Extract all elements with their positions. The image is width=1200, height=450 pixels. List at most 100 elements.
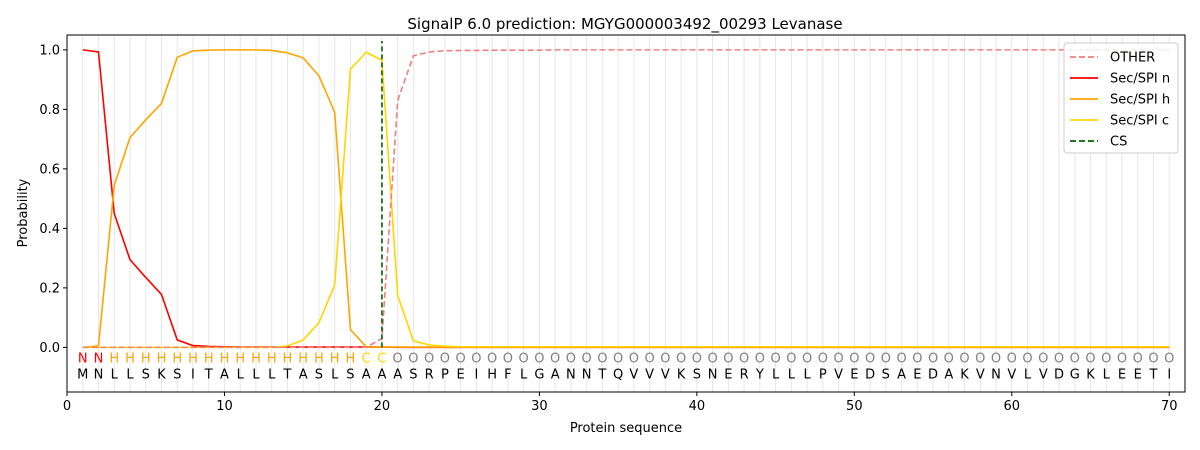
residue-label: T — [597, 368, 606, 383]
residue-label: S — [346, 368, 354, 383]
residue-label: L — [1103, 368, 1111, 383]
region-label: O — [802, 351, 812, 366]
y-axis-label: Probability — [16, 178, 31, 247]
residue-label: L — [331, 368, 339, 383]
region-label: C — [377, 351, 386, 366]
region-label: O — [1022, 351, 1032, 366]
region-label: O — [786, 351, 796, 366]
region-label: O — [503, 351, 513, 366]
region-label: C — [362, 351, 371, 366]
region-label: O — [597, 351, 607, 366]
residue-label: I — [474, 368, 478, 383]
residue-label: G — [1070, 368, 1080, 383]
region-label: O — [440, 351, 450, 366]
legend-label: CS — [1110, 135, 1127, 150]
plot-frame — [66, 34, 1186, 393]
region-label: O — [991, 351, 1001, 366]
residue-label: E — [457, 368, 465, 383]
residue-label: S — [882, 368, 890, 383]
residue-label: D — [928, 368, 938, 383]
x-tick-label: 30 — [531, 399, 548, 414]
region-label: H — [235, 351, 245, 366]
region-label: O — [566, 351, 576, 366]
x-tick-label: 0 — [63, 399, 71, 414]
residue-label: V — [834, 368, 843, 383]
region-label: O — [928, 351, 938, 366]
region-label: H — [172, 351, 182, 366]
residue-label: N — [94, 368, 104, 383]
region-label: O — [881, 351, 891, 366]
residue-label: S — [693, 368, 701, 383]
region-label: O — [471, 351, 481, 366]
region-label: O — [1133, 351, 1143, 366]
residue-label: E — [724, 368, 732, 383]
region-label: H — [204, 351, 214, 366]
region-label: O — [1085, 351, 1095, 366]
residue-label: N — [566, 368, 576, 383]
residue-label: A — [362, 368, 371, 383]
region-label: O — [1054, 351, 1064, 366]
y-tick-label: 0.8 — [39, 103, 60, 118]
region-label: O — [613, 351, 623, 366]
region-label: O — [534, 351, 544, 366]
region-label: O — [1038, 351, 1048, 366]
grid — [82, 35, 1170, 392]
residue-label: V — [629, 368, 638, 383]
residue-label: V — [976, 368, 985, 383]
region-label: O — [818, 351, 828, 366]
series-line-sec-spi-c — [82, 51, 1170, 349]
region-label: H — [157, 351, 167, 366]
y-tick-label: 0.2 — [39, 281, 60, 296]
residue-label: Q — [613, 368, 623, 383]
region-label: O — [660, 351, 670, 366]
region-label: H — [109, 351, 119, 366]
residue-label: E — [1134, 368, 1142, 383]
region-label: O — [849, 351, 859, 366]
region-label: H — [330, 351, 340, 366]
residue-label: L — [788, 368, 796, 383]
residue-label: H — [487, 368, 497, 383]
residue-label: A — [551, 368, 560, 383]
residue-label: L — [252, 368, 260, 383]
region-label: O — [975, 351, 985, 366]
series-line-other — [82, 49, 1170, 349]
region-label: O — [770, 351, 780, 366]
residue-label: D — [1054, 368, 1064, 383]
residue-label: D — [865, 368, 875, 383]
residue-label: L — [803, 368, 811, 383]
region-label: O — [896, 351, 906, 366]
y-tick-label: 0.6 — [39, 162, 60, 177]
residue-label: I — [191, 368, 195, 383]
residue-label: P — [441, 368, 449, 383]
residue-label: L — [237, 368, 245, 383]
region-label: O — [739, 351, 749, 366]
residue-label: N — [708, 368, 718, 383]
residue-label: L — [772, 368, 780, 383]
region-label: H — [283, 351, 293, 366]
x-tick-label: 60 — [1004, 399, 1021, 414]
region-label: O — [629, 351, 639, 366]
x-axis: 0 10 20 30 40 50 60 70 — [63, 392, 1178, 414]
legend-label: Sec/SPI h — [1110, 93, 1170, 108]
y-tick-label: 0.4 — [39, 222, 60, 237]
region-label: O — [1148, 351, 1158, 366]
residue-label: P — [819, 368, 827, 383]
residue-label: E — [913, 368, 921, 383]
residue-label: K — [960, 368, 969, 383]
residue-label: S — [142, 368, 150, 383]
region-label: O — [550, 351, 560, 366]
residue-label: V — [1007, 368, 1016, 383]
residue-label: V — [661, 368, 670, 383]
residue-label: K — [1086, 368, 1095, 383]
residue-label: A — [299, 368, 308, 383]
residue-label: G — [534, 368, 544, 383]
x-tick-label: 10 — [216, 399, 233, 414]
residue-label: K — [677, 368, 686, 383]
x-tick-label: 50 — [846, 399, 863, 414]
region-label: O — [424, 351, 434, 366]
region-label: O — [707, 351, 717, 366]
legend-label: OTHER — [1110, 51, 1155, 66]
region-label: H — [125, 351, 135, 366]
region-label: O — [865, 351, 875, 366]
x-tick-label: 20 — [374, 399, 391, 414]
